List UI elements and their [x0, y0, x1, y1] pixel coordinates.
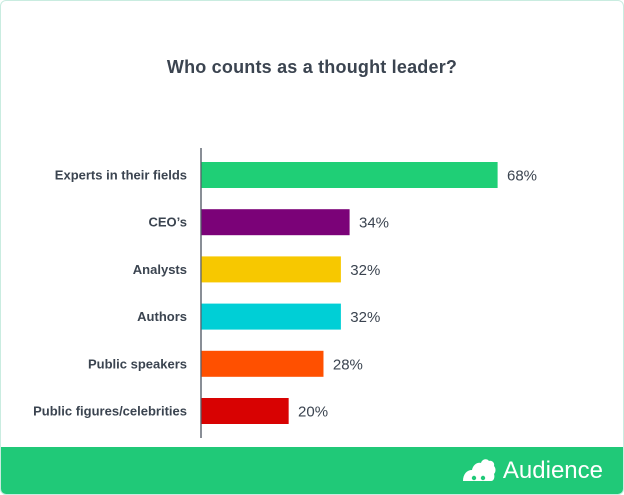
footer-bar: Audience [1, 447, 623, 494]
value-label: 28% [333, 356, 363, 373]
bar [201, 398, 289, 424]
bar [201, 162, 498, 188]
value-label: 32% [350, 262, 380, 279]
bar [201, 350, 324, 377]
brand-name: Audience [502, 457, 603, 484]
bar [201, 209, 350, 236]
chart-title: Who counts as a thought leader? [166, 57, 458, 77]
value-label: 68% [507, 168, 537, 185]
category-label: Experts in their fields [55, 168, 187, 183]
bar-chart: Experts in their fields 68% CEO’s 34% Analys… [33, 148, 537, 438]
value-label: 20% [298, 404, 328, 421]
category-label: CEO’s [148, 215, 187, 230]
bar [201, 303, 341, 330]
category-label: Public speakers [88, 356, 187, 371]
value-label: 32% [350, 309, 380, 326]
category-label: Public figures/celebrities [33, 404, 187, 419]
brand-logo: Audience [461, 456, 603, 486]
value-label: 34% [359, 215, 389, 232]
category-label: Analysts [133, 262, 187, 277]
category-label: Authors [137, 309, 187, 324]
bar [201, 256, 341, 283]
audience-logo-icon [462, 459, 496, 481]
